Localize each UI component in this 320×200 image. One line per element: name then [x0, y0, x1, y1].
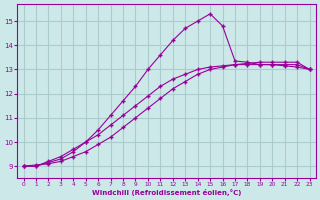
X-axis label: Windchill (Refroidissement éolien,°C): Windchill (Refroidissement éolien,°C) — [92, 189, 241, 196]
